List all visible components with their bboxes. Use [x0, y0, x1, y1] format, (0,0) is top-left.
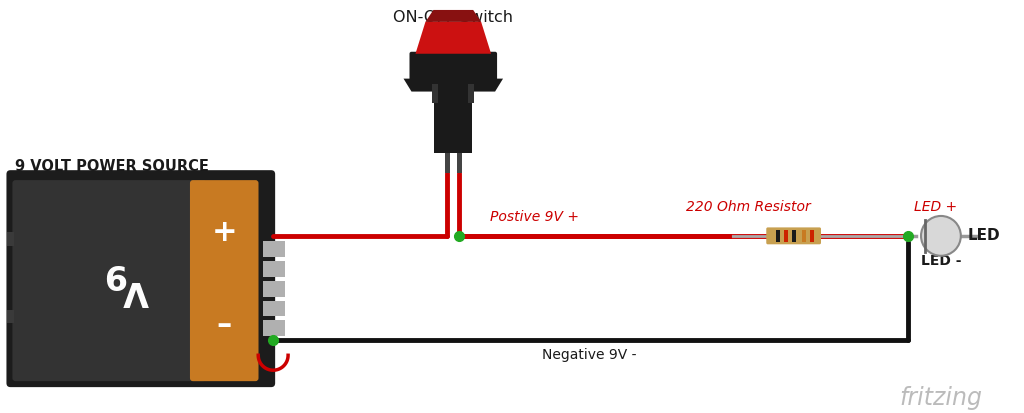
Bar [802, 230, 806, 242]
Bar [445, 153, 451, 173]
Text: ON-OFF Switch: ON-OFF Switch [393, 10, 513, 25]
Bar [263, 301, 285, 316]
Text: LED -: LED - [921, 254, 962, 268]
Bar [792, 230, 796, 242]
Bar [468, 83, 474, 104]
Circle shape [921, 216, 961, 256]
Bar [263, 241, 285, 257]
Text: V: V [123, 274, 148, 307]
Bar [7, 309, 14, 323]
Bar [776, 230, 779, 242]
Bar [263, 281, 285, 297]
Text: LED: LED [968, 228, 1000, 243]
FancyBboxPatch shape [766, 228, 821, 244]
FancyBboxPatch shape [190, 180, 258, 381]
Text: –: – [217, 310, 231, 339]
Bar [783, 230, 787, 242]
Polygon shape [416, 22, 492, 54]
FancyBboxPatch shape [12, 180, 206, 381]
Text: 9 VOLT POWER SOURCE: 9 VOLT POWER SOURCE [15, 159, 209, 174]
Bar [432, 83, 438, 104]
FancyBboxPatch shape [6, 170, 275, 387]
Text: LED +: LED + [914, 200, 957, 214]
Bar [263, 261, 285, 277]
FancyBboxPatch shape [410, 52, 497, 85]
Bar [434, 83, 472, 153]
Text: 220 Ohm Resistor: 220 Ohm Resistor [686, 200, 811, 214]
Bar [263, 320, 285, 336]
Text: 9: 9 [102, 257, 125, 290]
Text: Negative 9V -: Negative 9V - [543, 348, 637, 362]
Bar [7, 232, 14, 246]
Bar [458, 153, 462, 173]
Polygon shape [403, 78, 503, 92]
Text: Postive 9V +: Postive 9V + [490, 210, 580, 224]
Text: fritzing: fritzing [900, 386, 983, 410]
Text: +: + [211, 218, 237, 247]
Polygon shape [425, 10, 481, 22]
Bar [810, 230, 813, 242]
